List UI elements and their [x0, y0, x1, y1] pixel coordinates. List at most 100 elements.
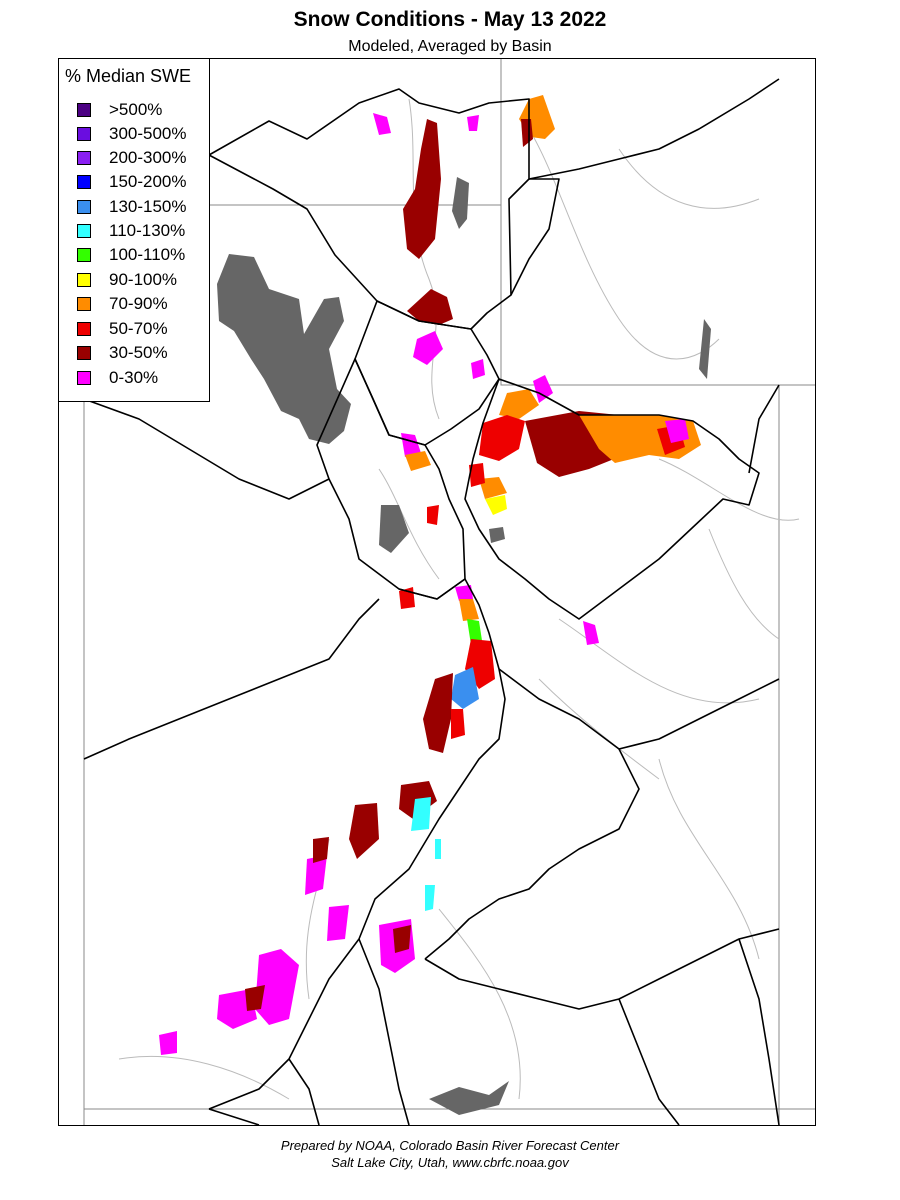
snow-patch-30-50 — [349, 803, 379, 859]
legend-label: 110-130% — [109, 221, 186, 240]
map-subtitle: Modeled, Averaged by Basin — [348, 38, 552, 55]
snow-patch-0-30 — [373, 113, 391, 135]
basin-boundary-price-san-rafael — [424, 668, 640, 960]
river — [408, 98, 440, 420]
snow-patch-0-30 — [327, 905, 349, 941]
snow-patch-0-30 — [467, 115, 479, 131]
basin-boundary-jordan — [316, 358, 466, 600]
basin-boundary-colorado-se — [618, 998, 680, 1125]
legend-label: >500% — [109, 100, 163, 119]
legend-swatch — [77, 297, 91, 311]
utah-lake — [379, 505, 409, 553]
basin-boundaries — [83, 78, 780, 1125]
flaming-gorge — [699, 319, 711, 379]
snow-patch-50-70 — [451, 709, 465, 739]
legend-item: 150-200% — [77, 171, 187, 193]
basin-boundary-green-colorado — [748, 384, 780, 474]
river — [538, 678, 660, 780]
legend-label: 130-150% — [109, 197, 187, 216]
snow-patch-50-70 — [427, 505, 439, 525]
snow-patch-30-50 — [313, 837, 329, 863]
lake-powell — [429, 1081, 509, 1115]
snow-patch-30-50 — [393, 925, 411, 953]
legend-label: 50-70% — [109, 319, 168, 338]
legend-label: 150-200% — [109, 172, 187, 191]
river — [378, 468, 440, 580]
legend-item: 50-70% — [77, 318, 168, 340]
river — [438, 908, 521, 1100]
legend-swatch — [77, 175, 91, 189]
legend-swatch — [77, 127, 91, 141]
legend-title: % Median SWE — [65, 66, 192, 86]
legend-item: 200-300% — [77, 147, 187, 169]
snow-patch-110-130 — [411, 797, 431, 831]
snow-patch-110-130 — [435, 839, 441, 859]
snow-patch-0-30 — [471, 359, 485, 379]
snow-patch-70-90 — [459, 599, 479, 621]
legend-label: 90-100% — [109, 270, 178, 289]
legend-swatch — [77, 273, 91, 287]
snow-patch-30-50 — [521, 119, 533, 147]
legend-item: 70-90% — [77, 293, 168, 315]
legend-swatch — [77, 200, 91, 214]
legend-swatch — [77, 224, 91, 238]
snow-patch-90-100 — [485, 495, 507, 515]
snow-patch-70-90 — [405, 451, 431, 471]
legend-swatch — [77, 322, 91, 336]
legend-swatch — [77, 151, 91, 165]
snow-patch-0-30 — [533, 375, 553, 403]
legend-item: 30-50% — [77, 342, 168, 364]
legend-item: >500% — [77, 99, 162, 121]
snow-patch-0-30 — [583, 621, 599, 645]
legend-swatch — [77, 248, 91, 262]
basin-boundary-southeast — [618, 678, 780, 750]
footer-line-location: Salt Lake City, Utah, www.cbrfc.noaa.gov — [331, 1155, 569, 1170]
snow-patches — [159, 95, 701, 1055]
basin-boundary-virgin — [208, 1108, 260, 1125]
snow-patch-50-70 — [479, 415, 525, 461]
snow-patch-0-30 — [159, 1031, 177, 1055]
snow-patch-130-150 — [451, 667, 479, 709]
snow-patch-0-30 — [413, 331, 443, 365]
legend-item: 130-150% — [77, 196, 187, 218]
legend-item: 110-130% — [77, 220, 185, 242]
snow-patch-110-130 — [425, 885, 435, 911]
basin-boundary-green-north — [510, 178, 560, 296]
legend-label: 300-500% — [109, 124, 187, 143]
snow-conditions-map — [83, 59, 815, 1125]
snow-patch-70-90 — [479, 477, 507, 499]
river — [618, 148, 760, 209]
footer-credits: Prepared by NOAA, Colorado Basin River F… — [0, 1137, 900, 1171]
snow-patch-30-50 — [423, 673, 453, 753]
river — [658, 458, 800, 521]
snow-patch-0-30 — [455, 585, 473, 601]
map-frame — [58, 58, 816, 1126]
legend-item: 100-110% — [77, 244, 185, 266]
legend-item: 0-30% — [77, 367, 158, 389]
legend-swatch — [77, 103, 91, 117]
legend-label: 0-30% — [109, 368, 159, 387]
river — [658, 758, 760, 960]
basin-boundary-kanab — [288, 1058, 320, 1125]
great-salt-lake — [217, 254, 351, 444]
river — [708, 528, 780, 640]
snow-patch-70-90 — [499, 389, 539, 419]
legend-label: 100-110% — [109, 245, 186, 264]
basin-boundary-wyoming — [528, 78, 780, 180]
map-title: Snow Conditions - May 13 2022 — [293, 8, 607, 31]
basin-boundary-escalante — [358, 938, 410, 1125]
snow-patch-0-30 — [305, 855, 327, 895]
footer-line-prepared-by: Prepared by NOAA, Colorado Basin River F… — [280, 1138, 620, 1153]
basin-boundary-duchesne — [464, 378, 760, 620]
state-border-utah-wyoming — [209, 204, 815, 386]
legend-item: 300-500% — [77, 123, 187, 145]
snow-patch-30-50 — [245, 985, 265, 1011]
legend-label: 70-90% — [109, 294, 168, 313]
basin-boundary-dirty-devil — [424, 928, 780, 1010]
snow-patch-0-30 — [255, 949, 299, 1025]
legend-item: 90-100% — [77, 269, 177, 291]
snow-patch-30-50 — [403, 119, 441, 259]
basin-boundary-colorado-east — [738, 938, 780, 1125]
snow-patch-50-70 — [469, 463, 485, 487]
legend: % Median SWE >500% 300-500% 200-300% 150… — [58, 58, 210, 402]
